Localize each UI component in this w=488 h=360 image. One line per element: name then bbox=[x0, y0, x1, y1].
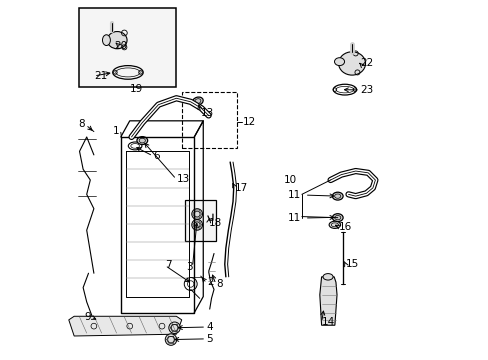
Text: 8: 8 bbox=[78, 119, 84, 129]
Ellipse shape bbox=[107, 32, 127, 49]
Circle shape bbox=[191, 220, 202, 230]
Polygon shape bbox=[69, 316, 182, 336]
Ellipse shape bbox=[102, 35, 110, 45]
Text: 14: 14 bbox=[321, 318, 334, 327]
Text: 3: 3 bbox=[185, 262, 192, 272]
Text: 22: 22 bbox=[359, 58, 372, 68]
Text: 10: 10 bbox=[283, 175, 296, 185]
Text: 8: 8 bbox=[215, 279, 222, 289]
Text: 15: 15 bbox=[345, 259, 358, 269]
Circle shape bbox=[168, 322, 180, 333]
Text: 7: 7 bbox=[164, 260, 171, 270]
Text: 17: 17 bbox=[234, 183, 247, 193]
Text: 13: 13 bbox=[176, 174, 189, 184]
Bar bbox=[182, 92, 237, 148]
Text: 12: 12 bbox=[242, 117, 255, 127]
Circle shape bbox=[165, 334, 176, 345]
Ellipse shape bbox=[332, 214, 343, 222]
Ellipse shape bbox=[334, 58, 344, 66]
Text: 4: 4 bbox=[206, 322, 212, 332]
Ellipse shape bbox=[192, 97, 203, 105]
Text: 2: 2 bbox=[206, 277, 213, 287]
Text: 23: 23 bbox=[359, 85, 372, 95]
Circle shape bbox=[191, 209, 202, 220]
Text: 18: 18 bbox=[208, 218, 222, 228]
Bar bbox=[185, 200, 215, 241]
Ellipse shape bbox=[137, 136, 147, 144]
Ellipse shape bbox=[328, 221, 340, 228]
Text: 21: 21 bbox=[94, 71, 107, 81]
Polygon shape bbox=[319, 277, 336, 325]
Text: 13: 13 bbox=[201, 108, 214, 118]
Text: 11: 11 bbox=[287, 213, 301, 223]
Text: 19: 19 bbox=[129, 84, 142, 94]
Text: 1: 1 bbox=[113, 126, 120, 135]
Ellipse shape bbox=[332, 192, 343, 200]
Ellipse shape bbox=[338, 52, 365, 75]
Text: 16: 16 bbox=[338, 222, 351, 231]
Bar bbox=[79, 8, 176, 87]
Text: 11: 11 bbox=[287, 190, 301, 200]
Text: 6: 6 bbox=[153, 151, 160, 161]
Text: 20: 20 bbox=[114, 41, 127, 50]
Text: 5: 5 bbox=[206, 334, 212, 344]
Text: 9: 9 bbox=[84, 312, 91, 322]
Ellipse shape bbox=[323, 274, 332, 280]
